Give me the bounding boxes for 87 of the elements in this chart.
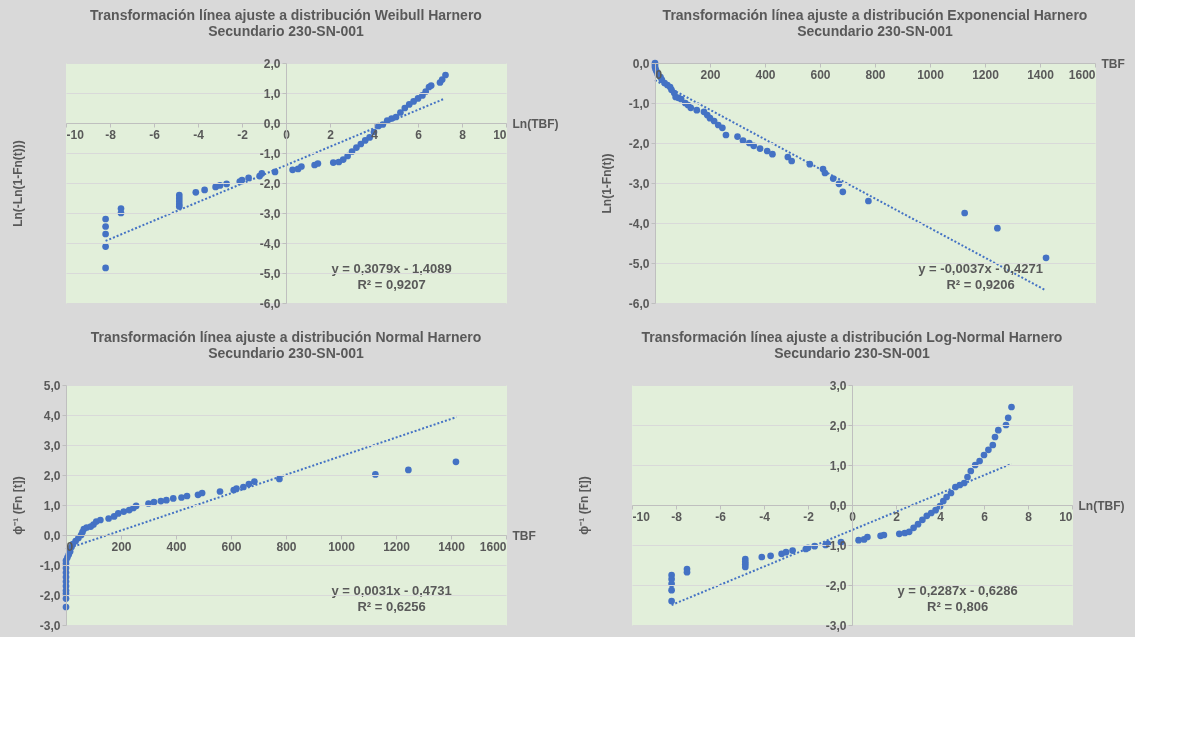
x-tick-label: 400 [755, 67, 776, 82]
y-tick-label: 0,0 [632, 56, 650, 71]
y-tick-label: 4,0 [43, 408, 61, 423]
annotation: R² = 0,806 [927, 599, 989, 614]
y-tick-label: -2,0 [259, 176, 281, 191]
chart-title: Transformación línea ajuste a distribución Normal Harnero Secundario 230-SN-001 [90, 329, 482, 361]
x-tick-label: 6 [981, 509, 989, 524]
y-tick-label: -5,0 [628, 256, 650, 271]
y-tick-label: -3,0 [825, 618, 847, 633]
x-tick-label: 1000 [917, 67, 945, 82]
annotation: y = -0,0037x - 0,4271 [918, 261, 1043, 276]
x-tick-label: 6 [415, 127, 423, 142]
x-tick-label: -2 [237, 127, 249, 142]
x-tick-label: 200 [700, 67, 721, 82]
y-tick-label: -2,0 [39, 588, 61, 603]
y-tick-label: 1,0 [43, 498, 61, 513]
annotation: y = 0,2287x - 0,6286 [897, 583, 1018, 598]
x-tick-label: -2 [803, 509, 815, 524]
y-tick-label: 5,0 [43, 378, 61, 393]
x-tick-label: 0 [66, 539, 74, 554]
x-tick-label: 2 [893, 509, 901, 524]
x-axis-title: TBF [512, 528, 536, 543]
x-tick-label: -4 [759, 509, 771, 524]
x-tick-label: -4 [193, 127, 205, 142]
chart-title: Transformación línea ajuste a distribución Log-Normal Harnero Secundario 230-SN-001 [641, 329, 1063, 361]
x-tick-label: 1400 [438, 539, 466, 554]
x-tick-label: -8 [105, 127, 117, 142]
x-tick-label: 0 [655, 67, 663, 82]
y-tick-label: 0,0 [829, 498, 847, 513]
y-tick-label: -1,0 [628, 96, 650, 111]
x-tick-label: 400 [166, 539, 187, 554]
y-tick-label: -3,0 [259, 206, 281, 221]
x-tick-label: 4 [937, 509, 945, 524]
y-tick-label: 3,0 [43, 438, 61, 453]
x-tick-label: -10 [632, 509, 651, 524]
x-tick-label: 800 [865, 67, 886, 82]
y-tick-label: 1,0 [263, 86, 281, 101]
x-axis-title: Ln(TBF) [512, 116, 559, 131]
y-axis-title: ϕ⁻¹ (Fn [t]) [10, 476, 25, 535]
x-tick-label: -10 [66, 127, 85, 142]
x-tick-label: 1000 [328, 539, 356, 554]
y-tick-label: -3,0 [628, 176, 650, 191]
x-tick-label: 1200 [383, 539, 411, 554]
y-tick-label: 0,0 [263, 116, 281, 131]
y-tick-label: -1,0 [825, 538, 847, 553]
y-tick-label: -5,0 [259, 266, 281, 281]
y-tick-label: 0,0 [43, 528, 61, 543]
x-tick-label: 8 [459, 127, 467, 142]
annotation: R² = 0,9207 [357, 277, 426, 292]
y-tick-label: 3,0 [829, 378, 847, 393]
y-axis-title: Ln(1-Fn(t)) [599, 153, 614, 214]
x-tick-label: 1200 [972, 67, 1000, 82]
y-tick-label: -1,0 [39, 558, 61, 573]
y-tick-label: 2,0 [43, 468, 61, 483]
y-tick-label: 2,0 [829, 418, 847, 433]
y-tick-label: -6,0 [628, 296, 650, 311]
x-tick-label: 200 [111, 539, 132, 554]
x-tick-label: 1400 [1027, 67, 1055, 82]
y-axis-title: ϕ⁻¹ (Fn [t]) [576, 476, 591, 535]
x-axis-title: Ln(TBF) [1078, 498, 1125, 513]
y-tick-label: -2,0 [628, 136, 650, 151]
y-tick-label: -6,0 [259, 296, 281, 311]
y-tick-label: -1,0 [259, 146, 281, 161]
y-tick-label: -3,0 [39, 618, 61, 633]
y-tick-label: 1,0 [829, 458, 847, 473]
annotation: R² = 0,6256 [357, 599, 426, 614]
y-tick-label: -4,0 [628, 216, 650, 231]
x-tick-label: 800 [276, 539, 297, 554]
chart-title: Transformación línea ajuste a distribución Exponencial Harnero Secundario 230-SN-001 [662, 7, 1088, 39]
x-axis-title: TBF [1101, 56, 1125, 71]
chart-title: Transformación línea ajuste a distribución Weibull Harnero Secundario 230-SN-001 [90, 7, 482, 39]
y-tick-label: 2,0 [263, 56, 281, 71]
x-tick-label: -8 [671, 509, 683, 524]
x-tick-label: 10 [493, 127, 507, 142]
y-tick-label: -4,0 [259, 236, 281, 251]
x-tick-label: 2 [327, 127, 335, 142]
x-tick-label: 1600 [479, 539, 507, 554]
y-tick-label: -2,0 [825, 578, 847, 593]
x-tick-label: -6 [149, 127, 161, 142]
y-axis-title: Ln(-Ln(1-Fn(t))) [10, 140, 25, 227]
annotation: R² = 0,9206 [946, 277, 1015, 292]
x-tick-label: 10 [1059, 509, 1073, 524]
x-tick-label: 600 [221, 539, 242, 554]
x-tick-label: 8 [1025, 509, 1033, 524]
x-tick-label: 600 [810, 67, 831, 82]
x-tick-label: -6 [715, 509, 727, 524]
x-tick-label: 1600 [1068, 67, 1096, 82]
